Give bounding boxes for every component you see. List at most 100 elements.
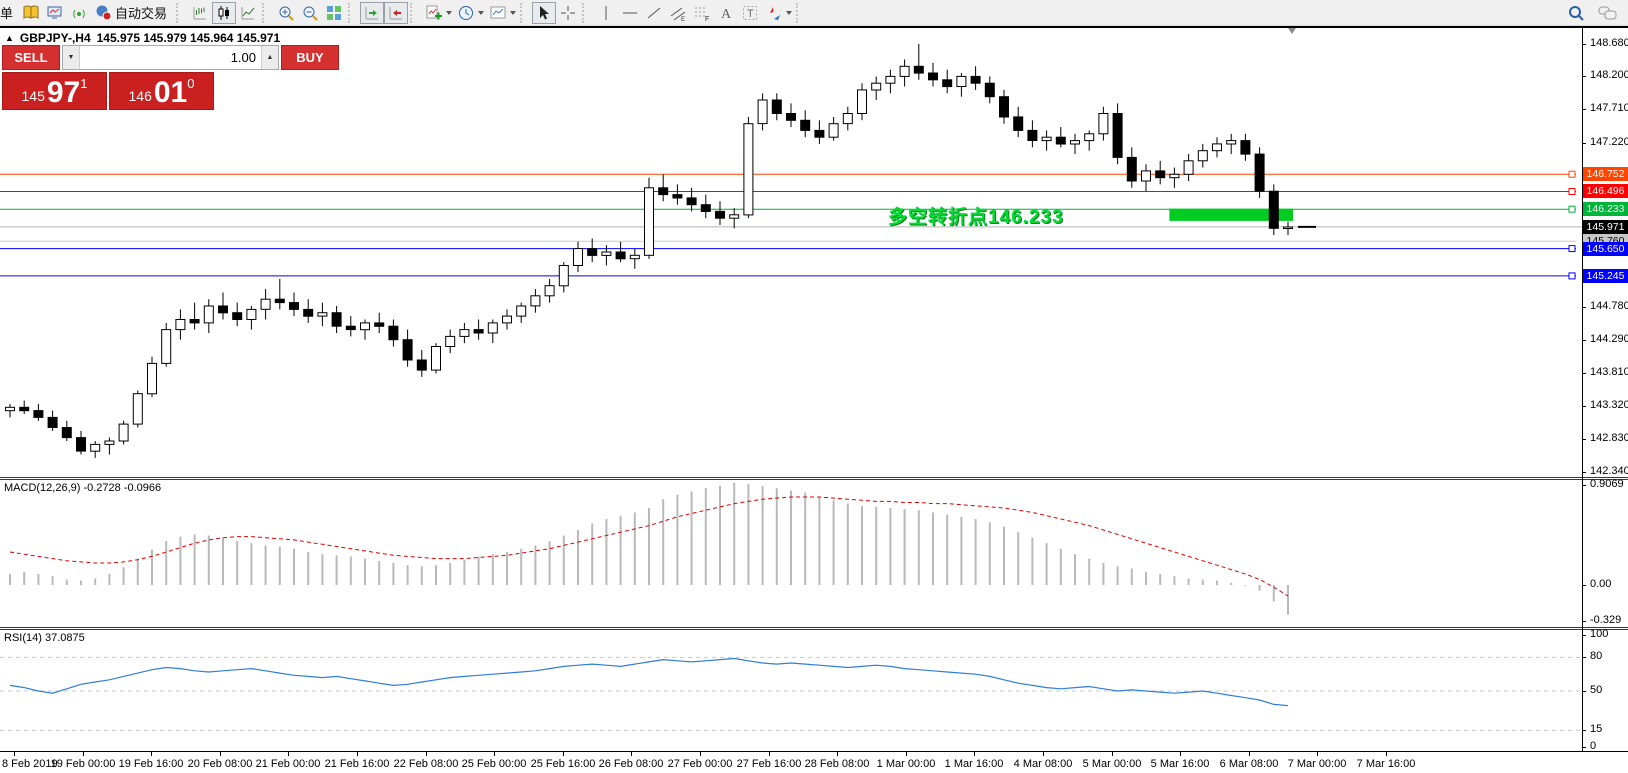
candles-series <box>5 44 1293 458</box>
trendline-tool-button[interactable] <box>642 2 666 24</box>
macd-pane: MACD(12,26,9) -0.2728 -0.0966 <box>0 480 1628 627</box>
line-chart-type-button[interactable] <box>236 2 260 24</box>
search-icon[interactable] <box>1564 2 1588 24</box>
toolbar-separator <box>520 2 528 23</box>
main-toolbar: 单 自动交易 <box>0 0 1628 26</box>
chart-shift-button[interactable] <box>384 1 409 24</box>
time-tick <box>1112 752 1113 756</box>
volume-decrease-button[interactable]: ▼ <box>63 46 80 69</box>
svg-text:F: F <box>705 16 709 22</box>
time-label: 6 Mar 08:00 <box>1219 758 1279 770</box>
signals-icon[interactable] <box>67 2 91 24</box>
sell-price-big: 97 <box>46 76 81 109</box>
candlestick-chart[interactable] <box>0 28 1582 477</box>
chart-shift-marker[interactable] <box>1288 28 1296 34</box>
chevron-down-icon <box>477 10 484 15</box>
rsi-pane: RSI(14) 37.0875 <box>0 630 1628 751</box>
buy-price-prefix: 146 <box>128 88 152 104</box>
time-tick <box>1043 752 1044 756</box>
tile-windows-button[interactable] <box>322 2 346 24</box>
sell-price[interactable]: 145 97 1 <box>2 72 107 110</box>
autotrading-icon <box>96 5 112 21</box>
time-tick <box>83 752 84 756</box>
buy-price-big: 01 <box>153 76 188 109</box>
arrows-dropdown-button[interactable] <box>762 2 794 24</box>
time-tick <box>769 752 770 756</box>
svg-text:A: A <box>721 7 732 22</box>
toolbar-right-group <box>1564 2 1626 24</box>
bar-chart-type-button[interactable] <box>188 2 212 24</box>
horizontal-line-tool-button[interactable] <box>618 2 642 24</box>
toolbar-separator <box>176 2 184 23</box>
volume-input[interactable] <box>80 46 261 69</box>
time-label: 5 Mar 00:00 <box>1082 758 1142 770</box>
time-label: 27 Feb 00:00 <box>667 758 733 770</box>
chart-title: ▲ GBPJPY-,H4 145.975 145.979 145.964 145… <box>5 31 280 45</box>
time-label: 28 Feb 08:00 <box>804 758 870 770</box>
crosshair-tool-button[interactable] <box>556 2 580 24</box>
time-tick <box>1180 752 1181 756</box>
candlestick-chart-type-button[interactable] <box>212 1 237 24</box>
time-tick <box>1386 752 1387 756</box>
time-tick <box>700 752 701 756</box>
new-order-button[interactable]: 单 <box>0 2 19 24</box>
time-axis[interactable]: 8 Feb 2019 19 Feb 00:00 19 Feb 16:00 20 Feb… <box>0 751 1628 773</box>
level-lines <box>0 170 1582 280</box>
ohlc-values: 145.975 145.979 145.964 145.971 <box>96 31 281 45</box>
sell-price-sup: 1 <box>80 76 88 91</box>
volume-increase-button[interactable]: ▲ <box>261 46 278 69</box>
zoom-in-button[interactable] <box>274 2 298 24</box>
toolbar-separator <box>262 2 270 23</box>
chat-icon[interactable] <box>1596 2 1620 24</box>
time-label: 21 Feb 16:00 <box>324 758 390 770</box>
profiles-book-icon[interactable] <box>19 2 43 24</box>
sell-button[interactable]: SELL <box>2 45 60 70</box>
collapse-icon[interactable]: ▲ <box>5 33 14 43</box>
pane-splitter[interactable] <box>0 477 1628 480</box>
terminal-window-icon[interactable] <box>43 2 67 24</box>
cursor-tool-button[interactable] <box>532 1 557 24</box>
time-tick <box>906 752 907 756</box>
indicators-dropdown-button[interactable] <box>422 2 454 24</box>
time-label: 7 Mar 00:00 <box>1287 758 1347 770</box>
auto-scroll-button[interactable] <box>360 1 385 24</box>
time-label: 7 Mar 16:00 <box>1356 758 1416 770</box>
text-tool-button[interactable]: A <box>714 2 738 24</box>
time-tick <box>14 752 15 756</box>
autotrading-label: 自动交易 <box>115 6 168 21</box>
macd-label: MACD(12,26,9) -0.2728 -0.0966 <box>4 482 162 494</box>
buy-price[interactable]: 146 01 0 <box>109 72 214 110</box>
time-label: 22 Feb 08:00 <box>393 758 459 770</box>
text-label-tool-button[interactable]: T <box>738 2 762 24</box>
rsi-line <box>9 657 1289 707</box>
new-order-label: 单 <box>0 6 14 21</box>
toolbar-separator <box>582 2 590 23</box>
equidistant-channel-tool-button[interactable]: E <box>666 2 690 24</box>
time-label: 8 Feb 2019 <box>2 758 58 770</box>
time-label: 20 Feb 08:00 <box>187 758 253 770</box>
pane-splitter[interactable] <box>0 627 1628 630</box>
time-label: 21 Feb 00:00 <box>255 758 321 770</box>
one-click-trading-panel: SELL ▼ ▲ BUY 145 97 1 146 01 0 <box>2 45 339 110</box>
support-zone-rect <box>1169 208 1293 221</box>
time-label: 1 Mar 16:00 <box>944 758 1004 770</box>
rsi-chart[interactable] <box>0 630 1582 751</box>
macd-chart[interactable] <box>0 480 1582 627</box>
time-label: 25 Feb 00:00 <box>461 758 527 770</box>
time-tick <box>1317 752 1318 756</box>
vertical-line-tool-button[interactable] <box>594 2 618 24</box>
chevron-down-icon <box>445 10 452 15</box>
macd-signal-line <box>9 496 1289 597</box>
templates-dropdown-button[interactable] <box>486 2 518 24</box>
autotrading-button[interactable]: 自动交易 <box>91 2 174 24</box>
time-tick <box>357 752 358 756</box>
zoom-out-button[interactable] <box>298 2 322 24</box>
rsi-label: RSI(14) 37.0875 <box>4 632 85 644</box>
time-label: 27 Feb 16:00 <box>736 758 802 770</box>
time-tick <box>220 752 221 756</box>
periods-dropdown-button[interactable] <box>454 2 486 24</box>
svg-text:T: T <box>747 8 754 20</box>
fibonacci-tool-button[interactable]: F <box>690 2 714 24</box>
time-label: 26 Feb 08:00 <box>598 758 664 770</box>
buy-button[interactable]: BUY <box>281 45 339 70</box>
